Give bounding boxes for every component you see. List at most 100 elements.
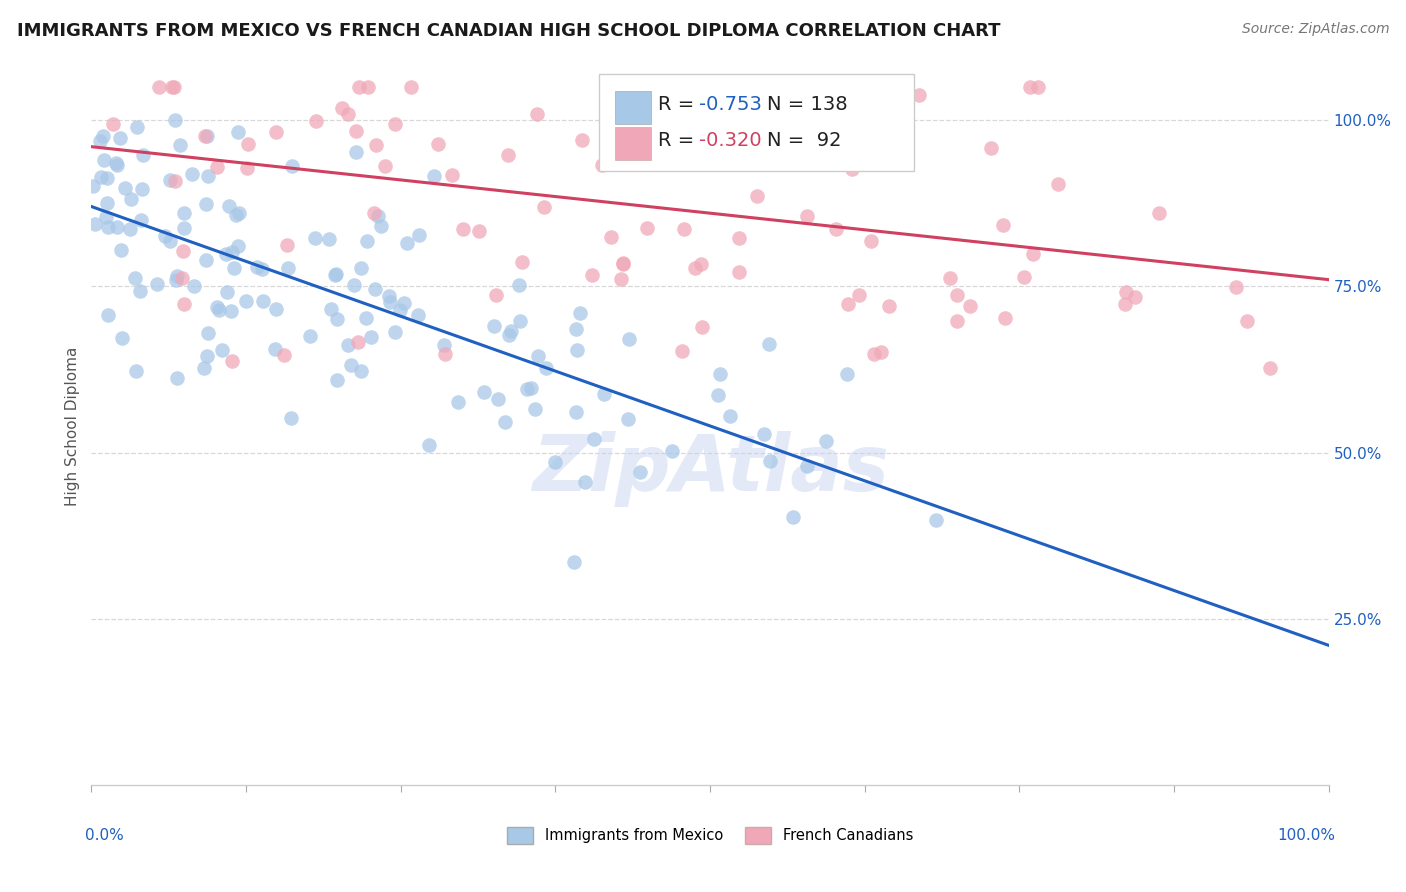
Point	[856, 132, 879, 146]
Text: ZipAtlas: ZipAtlas	[531, 431, 889, 507]
Point	[406, 308, 429, 322]
Point	[991, 218, 1014, 232]
Point	[89, 134, 111, 148]
Point	[433, 347, 456, 361]
Point	[205, 160, 228, 174]
Point	[215, 247, 238, 261]
Point	[228, 206, 250, 220]
Point	[273, 348, 295, 362]
Point	[277, 260, 299, 275]
Point	[160, 79, 183, 94]
Point	[325, 268, 347, 282]
Point	[344, 124, 367, 138]
Point	[180, 167, 202, 181]
Point	[959, 299, 981, 313]
Point	[236, 137, 259, 152]
Point	[671, 343, 693, 358]
Point	[111, 331, 134, 345]
Point	[672, 222, 695, 236]
Point	[908, 87, 931, 102]
Point	[946, 288, 969, 302]
Point	[318, 232, 340, 246]
Point	[90, 170, 112, 185]
Point	[125, 364, 148, 378]
Point	[702, 88, 724, 103]
Point	[250, 262, 273, 277]
Point	[499, 324, 522, 338]
FancyBboxPatch shape	[614, 92, 651, 124]
Point	[423, 169, 446, 184]
Point	[96, 171, 118, 186]
Point	[159, 234, 181, 248]
Point	[494, 416, 516, 430]
Point	[758, 337, 780, 351]
Text: R =: R =	[658, 131, 700, 151]
Point	[516, 382, 538, 396]
Point	[183, 279, 205, 293]
Point	[298, 328, 321, 343]
Point	[690, 257, 713, 271]
Point	[835, 367, 858, 381]
Point	[745, 189, 768, 203]
Point	[107, 219, 129, 234]
Point	[305, 114, 328, 128]
Point	[815, 79, 838, 94]
Point	[939, 271, 962, 285]
Point	[101, 117, 124, 131]
Point	[617, 332, 640, 346]
Point	[211, 343, 233, 357]
Point	[728, 230, 751, 244]
Point	[447, 395, 470, 409]
Point	[197, 326, 219, 340]
Point	[782, 509, 804, 524]
Point	[980, 141, 1002, 155]
Point	[468, 224, 491, 238]
Point	[374, 159, 396, 173]
Point	[118, 221, 141, 235]
Point	[661, 443, 683, 458]
Point	[364, 282, 387, 296]
Point	[169, 138, 191, 153]
Point	[399, 79, 422, 94]
Point	[747, 79, 769, 94]
Point	[326, 373, 349, 387]
Point	[132, 147, 155, 161]
Point	[384, 325, 406, 339]
Point	[350, 260, 373, 275]
Point	[837, 297, 859, 311]
Point	[195, 252, 218, 267]
Point	[600, 230, 623, 244]
Point	[512, 255, 534, 269]
Point	[610, 272, 633, 286]
Point	[509, 314, 531, 328]
Point	[581, 268, 603, 282]
Text: 100.0%: 100.0%	[1277, 828, 1334, 843]
Point	[337, 106, 360, 120]
Point	[583, 432, 606, 446]
Text: -0.753: -0.753	[699, 95, 762, 114]
Point	[714, 83, 737, 97]
Point	[93, 153, 115, 167]
Point	[350, 364, 373, 378]
Point	[97, 219, 120, 234]
Point	[114, 181, 136, 195]
Point	[418, 438, 440, 452]
Point	[159, 173, 181, 187]
Point	[96, 210, 118, 224]
Point	[264, 125, 287, 139]
Point	[877, 299, 900, 313]
Point	[165, 273, 187, 287]
Point	[104, 155, 127, 169]
Point	[124, 271, 146, 285]
Point	[718, 409, 741, 423]
FancyBboxPatch shape	[614, 128, 651, 160]
Point	[84, 217, 107, 231]
Point	[226, 125, 249, 139]
Point	[349, 79, 371, 94]
Point	[236, 161, 259, 175]
Point	[228, 239, 250, 253]
Point	[193, 361, 215, 376]
Point	[127, 120, 149, 134]
Point	[520, 382, 543, 396]
Point	[225, 209, 247, 223]
